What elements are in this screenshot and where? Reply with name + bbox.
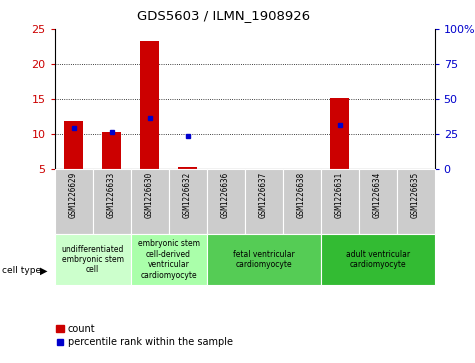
Bar	[207, 234, 321, 285]
Bar	[207, 169, 245, 234]
Text: cell type: cell type	[2, 266, 41, 275]
Bar	[93, 169, 131, 234]
Bar	[245, 169, 283, 234]
Bar	[283, 169, 321, 234]
Text: GSM1226632: GSM1226632	[183, 171, 192, 218]
Text: embryonic stem
cell-derived
ventricular
cardiomyocyte: embryonic stem cell-derived ventricular …	[138, 240, 200, 280]
Bar	[359, 169, 397, 234]
Text: GSM1226637: GSM1226637	[259, 171, 268, 218]
Text: GDS5603 / ILMN_1908926: GDS5603 / ILMN_1908926	[137, 9, 310, 22]
Bar	[102, 132, 121, 169]
Text: GSM1226631: GSM1226631	[335, 171, 344, 218]
Text: adult ventricular
cardiomyocyte: adult ventricular cardiomyocyte	[346, 250, 409, 269]
Text: GSM1226633: GSM1226633	[107, 171, 116, 218]
Text: GSM1226636: GSM1226636	[221, 171, 230, 218]
Text: GSM1226630: GSM1226630	[145, 171, 154, 218]
Bar	[321, 169, 359, 234]
Text: undifferentiated
embryonic stem
cell: undifferentiated embryonic stem cell	[61, 245, 124, 274]
Bar	[178, 167, 197, 169]
Bar	[55, 234, 131, 285]
Text: GSM1226629: GSM1226629	[69, 171, 78, 218]
Text: ▶: ▶	[40, 265, 48, 276]
Bar	[131, 234, 207, 285]
Text: GSM1226638: GSM1226638	[297, 171, 306, 218]
Bar	[397, 169, 435, 234]
Text: fetal ventricular
cardiomyocyte: fetal ventricular cardiomyocyte	[233, 250, 294, 269]
Bar	[131, 169, 169, 234]
Bar	[169, 169, 207, 234]
Bar	[64, 121, 83, 169]
Bar	[140, 41, 159, 169]
Bar	[55, 169, 93, 234]
Text: GSM1226634: GSM1226634	[373, 171, 382, 218]
Legend: count, percentile rank within the sample: count, percentile rank within the sample	[52, 320, 237, 351]
Bar	[330, 98, 349, 169]
Bar	[321, 234, 435, 285]
Text: GSM1226635: GSM1226635	[411, 171, 420, 218]
